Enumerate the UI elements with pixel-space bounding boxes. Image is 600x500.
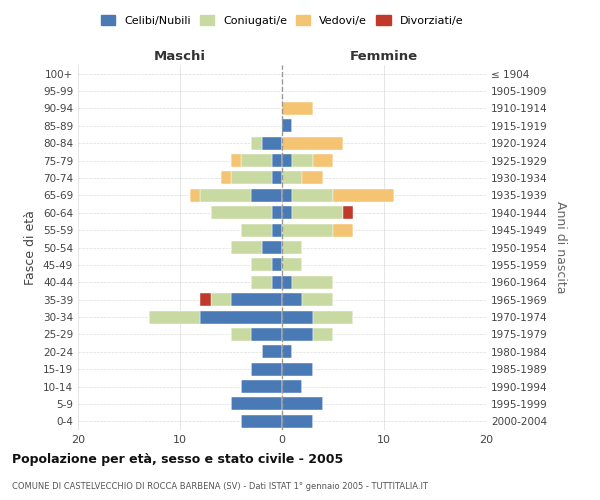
Bar <box>231 293 282 306</box>
Text: Popolazione per età, sesso e stato civile - 2005: Popolazione per età, sesso e stato civil… <box>12 452 343 466</box>
Bar <box>251 258 272 272</box>
Bar <box>292 189 333 202</box>
Bar <box>282 172 302 184</box>
Bar <box>272 276 282 289</box>
Bar <box>241 224 272 236</box>
Text: Femmine: Femmine <box>350 50 418 64</box>
Bar <box>262 241 282 254</box>
Bar <box>282 415 313 428</box>
Bar <box>251 136 262 149</box>
Bar <box>231 328 251 341</box>
Bar <box>231 154 241 167</box>
Bar <box>282 293 302 306</box>
Bar <box>313 328 333 341</box>
Bar <box>333 224 353 236</box>
Bar <box>282 102 313 115</box>
Bar <box>211 293 231 306</box>
Bar <box>282 206 292 220</box>
Text: Maschi: Maschi <box>154 50 206 64</box>
Bar <box>200 189 251 202</box>
Bar <box>282 328 313 341</box>
Y-axis label: Fasce di età: Fasce di età <box>25 210 37 285</box>
Bar <box>282 362 313 376</box>
Bar <box>272 258 282 272</box>
Bar <box>241 380 282 393</box>
Bar <box>333 189 394 202</box>
Bar <box>251 189 282 202</box>
Legend: Celibi/Nubili, Coniugati/e, Vedovi/e, Divorziati/e: Celibi/Nubili, Coniugati/e, Vedovi/e, Di… <box>98 12 466 29</box>
Bar <box>149 310 200 324</box>
Bar <box>272 172 282 184</box>
Bar <box>282 398 323 410</box>
Bar <box>282 258 302 272</box>
Bar <box>251 328 282 341</box>
Bar <box>282 189 292 202</box>
Bar <box>343 206 353 220</box>
Bar <box>313 310 353 324</box>
Bar <box>282 241 302 254</box>
Bar <box>282 310 313 324</box>
Bar <box>200 293 211 306</box>
Bar <box>262 346 282 358</box>
Bar <box>292 276 333 289</box>
Bar <box>282 224 333 236</box>
Bar <box>282 346 292 358</box>
Bar <box>241 154 272 167</box>
Bar <box>272 154 282 167</box>
Bar <box>262 136 282 149</box>
Bar <box>292 206 343 220</box>
Bar <box>211 206 272 220</box>
Bar <box>292 154 313 167</box>
Bar <box>251 276 272 289</box>
Bar <box>200 310 282 324</box>
Text: COMUNE DI CASTELVECCHIO DI ROCCA BARBENA (SV) - Dati ISTAT 1° gennaio 2005 - TUT: COMUNE DI CASTELVECCHIO DI ROCCA BARBENA… <box>12 482 428 491</box>
Y-axis label: Anni di nascita: Anni di nascita <box>554 201 567 294</box>
Bar <box>231 398 282 410</box>
Bar <box>231 241 262 254</box>
Bar <box>282 154 292 167</box>
Bar <box>251 362 282 376</box>
Bar <box>282 136 343 149</box>
Bar <box>313 154 333 167</box>
Bar <box>282 380 302 393</box>
Bar <box>241 415 282 428</box>
Bar <box>302 172 323 184</box>
Bar <box>221 172 231 184</box>
Bar <box>282 276 292 289</box>
Bar <box>302 293 333 306</box>
Bar <box>272 224 282 236</box>
Bar <box>282 120 292 132</box>
Bar <box>190 189 200 202</box>
Bar <box>272 206 282 220</box>
Bar <box>231 172 272 184</box>
